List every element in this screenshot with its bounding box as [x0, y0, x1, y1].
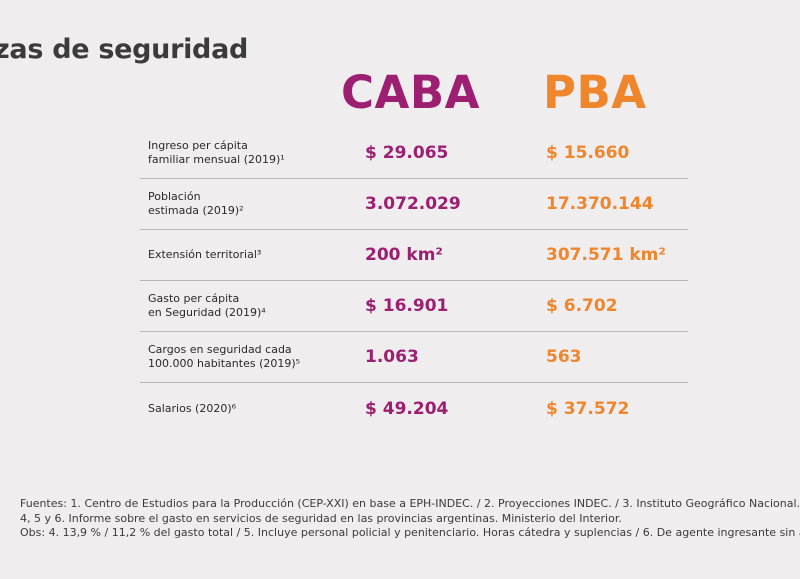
caba-value: 3.072.029	[365, 194, 461, 214]
sources-footnote: Fuentes: 1. Centro de Estudios para la P…	[20, 497, 800, 541]
table-row: Salarios (2020)⁶ $ 49.204 $ 37.572	[140, 383, 688, 434]
row-label: Población estimada (2019)²	[148, 190, 244, 217]
pba-value: $ 6.702	[546, 296, 618, 316]
table-row: Ingreso per cápita familiar mensual (201…	[140, 128, 688, 179]
column-header-caba: CABA	[341, 66, 480, 119]
table-row: Cargos en seguridad cada 100.000 habitan…	[140, 332, 688, 383]
table-row: Gasto per cápita en Seguridad (2019)⁴ $ …	[140, 281, 688, 332]
footnote-line: 4, 5 y 6. Informe sobre el gasto en serv…	[20, 511, 622, 525]
column-header-pba: PBA	[543, 66, 647, 119]
row-label: Extensión territorial³	[148, 248, 262, 261]
caba-value: $ 49.204	[365, 398, 449, 419]
pba-value: 307.571 km²	[546, 245, 666, 265]
footnote-line: Fuentes: 1. Centro de Estudios para la P…	[20, 497, 800, 510]
row-label: Cargos en seguridad cada 100.000 habitan…	[148, 343, 301, 370]
pba-value: $ 37.572	[546, 398, 630, 419]
table-row: Extensión territorial³ 200 km² 307.571 k…	[140, 230, 688, 281]
row-label: Gasto per cápita en Seguridad (2019)⁴	[148, 292, 266, 319]
caba-value: 1.063	[365, 347, 419, 367]
row-label: Salarios (2020)⁶	[148, 401, 237, 415]
pba-value: 17.370.144	[546, 194, 654, 214]
footnote-line: Obs: 4. 13,9 % / 11,2 % del gasto total …	[20, 526, 800, 539]
caba-value: $ 16.901	[365, 296, 449, 316]
comparison-table: Ingreso per cápita familiar mensual (201…	[140, 128, 688, 434]
page-title: zas de seguridad	[0, 34, 249, 65]
caba-value: $ 29.065	[365, 143, 449, 163]
pba-value: $ 15.660	[546, 143, 630, 163]
table-row: Población estimada (2019)² 3.072.029 17.…	[140, 179, 688, 230]
caba-value: 200 km²	[365, 245, 443, 265]
row-label: Ingreso per cápita familiar mensual (201…	[148, 139, 285, 166]
pba-value: 563	[546, 347, 582, 367]
